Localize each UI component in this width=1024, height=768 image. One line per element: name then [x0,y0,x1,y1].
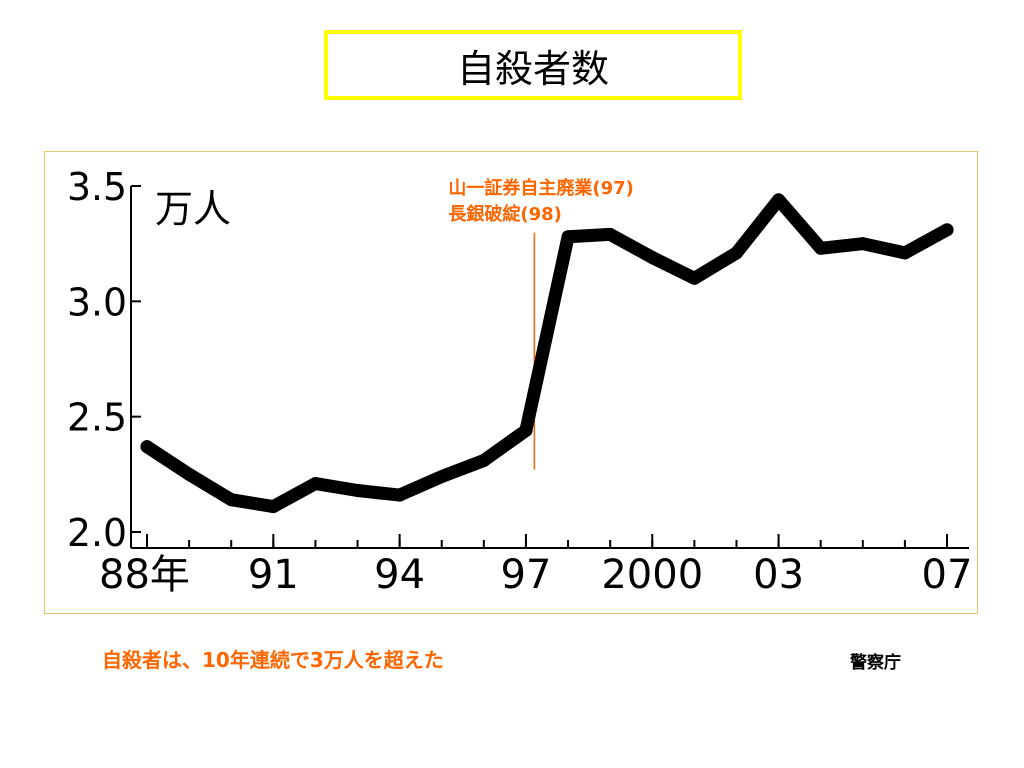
chart-frame: 2.0 2.5 3.0 3.5 万人 88年 91 94 97 2000 03 07 山一証券自主廃業(… [44,151,978,614]
data-point [729,246,743,260]
data-point [561,230,575,244]
caption: 自殺者は、10年連続で3万人を超えた [102,648,444,672]
data-point [224,493,238,507]
data-point [435,470,449,484]
data-point [603,227,617,241]
page-title: 自殺者数 [456,46,609,91]
series-line [140,193,954,514]
data-point [898,246,912,260]
data-point [266,500,280,514]
x-tick-label: 03 [753,552,804,598]
x-tick-label: 2000 [601,552,703,598]
data-point [856,237,870,251]
annotation-label: 長銀破綻(98) [448,203,562,225]
y-unit-label: 万人 [155,187,231,231]
data-point [182,467,196,481]
x-tick-label: 88年 [99,552,190,598]
title-box: 自殺者数 [324,30,742,100]
data-point [814,241,828,255]
y-tick-label: 2.5 [67,396,127,440]
x-tick-label: 97 [500,552,551,598]
source-label: 警察庁 [850,653,901,673]
y-tick-label: 3.5 [67,165,127,209]
data-point [645,251,659,265]
data-point [519,424,533,438]
data-point [940,223,954,237]
data-point [140,440,154,454]
x-tick-label: 94 [374,552,425,598]
data-point [393,488,407,502]
data-point [308,477,322,491]
y-tick-label: 3.0 [67,280,127,324]
annotation-label: 山一証券自主廃業(97) [448,177,634,199]
data-point [477,453,491,467]
x-tick-label: 07 [922,552,973,598]
data-point [351,483,365,497]
suicide-count-line-chart: 2.0 2.5 3.0 3.5 万人 88年 91 94 97 2000 03 07 山一証券自主廃業(… [67,165,973,598]
data-point [687,271,701,285]
data-point [772,193,786,207]
y-tick-label: 2.0 [67,511,127,555]
x-tick-label: 91 [248,552,299,598]
